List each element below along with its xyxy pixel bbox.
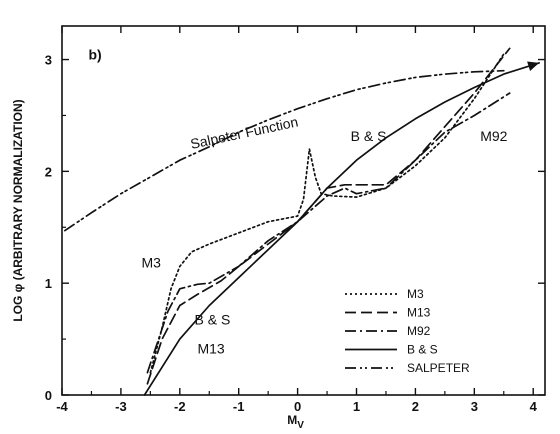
y-tick-label: 3 <box>45 53 52 68</box>
legend-label: M92 <box>407 324 431 338</box>
annotation-label: B & S <box>351 128 387 144</box>
x-tick-label: 0 <box>294 399 301 414</box>
series-layer <box>64 47 540 396</box>
series-b-s <box>143 62 540 396</box>
x-axis-title-main: M <box>287 413 297 427</box>
legend-label: B & S <box>407 343 438 357</box>
x-tick-label: 2 <box>412 399 419 414</box>
annotation-layer: Salpeter Function B & S M92 M3 B & S M13 <box>142 113 508 356</box>
y-tick-label: 2 <box>45 164 52 179</box>
series-m92 <box>146 92 511 374</box>
x-axis-title-sub: V <box>297 420 304 431</box>
y-tick-label: 1 <box>45 276 52 291</box>
x-tick-label: -2 <box>174 399 186 414</box>
series-salpeter <box>64 69 505 232</box>
legend: M3 M13 M92 B & S SALPETER <box>345 287 470 375</box>
annotation-label: M3 <box>142 255 162 271</box>
x-tick-label: 1 <box>353 399 360 414</box>
legend-label: M13 <box>407 306 431 320</box>
x-tick-label: 3 <box>471 399 478 414</box>
annotation-label: Salpeter Function <box>189 113 300 151</box>
x-tick-label: 4 <box>530 399 538 414</box>
x-tick-label: -1 <box>233 399 245 414</box>
series-arrowhead <box>527 61 540 71</box>
x-axis-title: MV <box>287 413 304 431</box>
series-m3 <box>149 53 505 374</box>
x-tick-label: -4 <box>56 399 68 414</box>
annotation-label: M13 <box>197 341 224 357</box>
panel-label: b) <box>89 47 102 63</box>
y-tick-label: 0 <box>45 388 52 403</box>
series-m13 <box>146 47 511 385</box>
axes: -4 -3 -2 -1 0 1 2 3 4 0 1 2 3 <box>45 25 546 414</box>
annotation-label: B & S <box>195 312 231 328</box>
legend-label: M3 <box>407 287 424 301</box>
legend-label: SALPETER <box>407 361 470 375</box>
plot-frame <box>61 25 546 396</box>
x-tick-label: -3 <box>115 399 127 414</box>
y-axis-title: LOG φ (ARBITRARY NORMALIZATION) <box>11 99 25 321</box>
annotation-label: M92 <box>480 128 507 144</box>
